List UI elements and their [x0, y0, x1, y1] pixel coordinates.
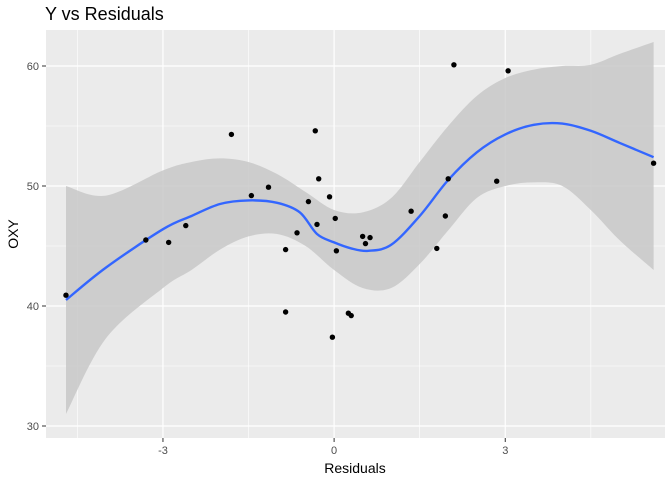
x-tick-label: 0	[331, 445, 337, 457]
scatter-points	[63, 62, 657, 340]
data-point	[494, 178, 500, 184]
chart-title: Y vs Residuals	[45, 4, 164, 24]
x-axis-ticks: -3 0 3	[158, 438, 508, 457]
data-point	[282, 246, 289, 253]
data-point	[312, 128, 318, 134]
data-point	[228, 131, 235, 138]
data-point	[63, 292, 69, 298]
data-point	[248, 192, 255, 199]
y-tick-label: 60	[27, 61, 39, 73]
data-point	[329, 334, 336, 340]
x-tick-label: -3	[158, 445, 168, 457]
data-point	[505, 68, 511, 74]
data-point	[333, 248, 340, 254]
y-tick-label: 40	[27, 301, 39, 313]
data-point	[294, 230, 300, 236]
data-point	[348, 312, 354, 319]
data-point	[326, 194, 333, 200]
data-point	[314, 221, 320, 228]
data-point	[282, 309, 289, 315]
x-axis-title: Residuals	[324, 460, 385, 476]
data-point	[143, 237, 149, 243]
data-point	[316, 176, 322, 182]
data-point	[367, 234, 373, 241]
y-axis-title: OXY	[5, 219, 21, 249]
x-tick-label: 3	[502, 445, 508, 457]
data-point	[332, 215, 338, 222]
data-point	[442, 213, 449, 219]
data-point	[359, 233, 366, 240]
data-point	[451, 62, 457, 68]
data-point	[650, 160, 657, 166]
y-tick-label: 30	[27, 421, 39, 433]
data-point	[434, 245, 440, 252]
data-point	[165, 239, 172, 246]
data-point	[183, 222, 189, 229]
data-point	[362, 240, 369, 247]
y-axis-ticks: 30 40 50 60	[27, 61, 46, 433]
data-point	[408, 208, 414, 214]
smooth-line	[65, 121, 655, 301]
data-point	[265, 184, 272, 190]
data-point	[305, 198, 312, 205]
data-point	[445, 176, 451, 182]
y-tick-label: 50	[27, 181, 39, 193]
